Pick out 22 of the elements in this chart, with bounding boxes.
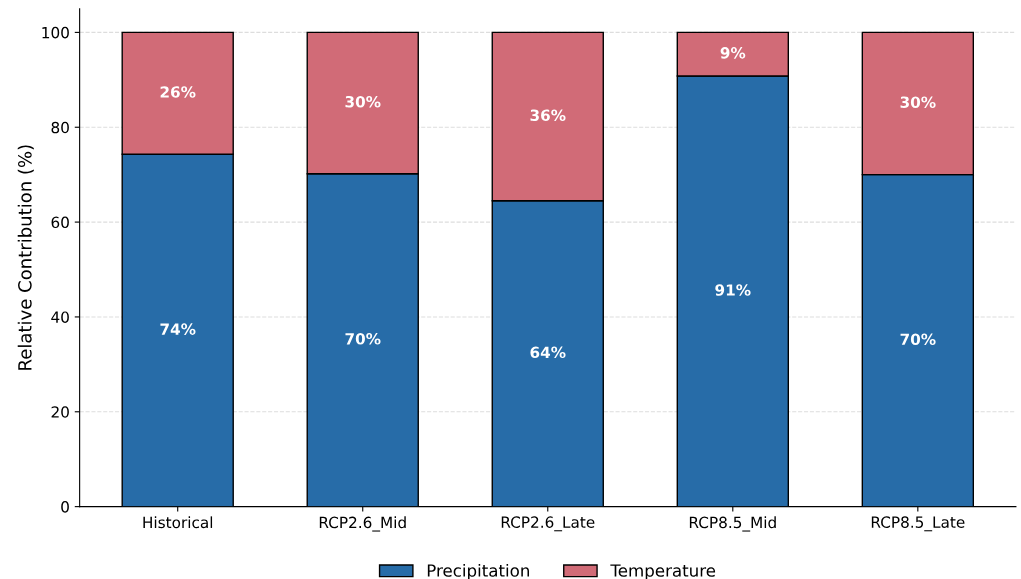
data-label: 70% <box>345 333 381 345</box>
data-label: 26% <box>160 86 196 98</box>
y-axis-title: Relative Contribution (%) <box>17 145 34 370</box>
data-label: 91% <box>715 284 751 296</box>
data-label: 64% <box>530 346 566 359</box>
x-tick-label: RCP2.6_Mid <box>319 516 406 532</box>
y-tick-label: 40 <box>51 311 69 323</box>
data-label: 30% <box>345 95 381 108</box>
data-label: 30% <box>900 96 936 108</box>
y-tick-label: 100 <box>42 26 69 39</box>
data-label: 36% <box>530 109 566 121</box>
y-tick-label: 60 <box>51 216 69 229</box>
x-tick-label: RCP8.5_Mid <box>689 516 776 532</box>
data-label: 74% <box>160 323 196 335</box>
x-tick-label: RCP2.6_Late <box>501 516 595 532</box>
y-tick-label: 0 <box>61 501 69 513</box>
data-label: 70% <box>900 333 936 346</box>
data-label: 9% <box>720 47 746 59</box>
x-tick-label: RCP8.5_Late <box>871 516 965 532</box>
y-tick-label: 20 <box>51 406 69 418</box>
y-tick-label: 80 <box>51 121 69 134</box>
x-tick-label: Historical <box>143 516 213 529</box>
